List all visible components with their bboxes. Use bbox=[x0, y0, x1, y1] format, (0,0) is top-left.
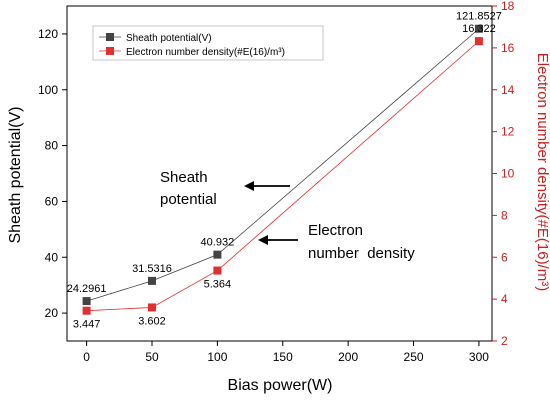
y2-axis-title: Electron number density(#E(16)/m³) bbox=[534, 53, 550, 291]
data-label: 3.447 bbox=[73, 319, 101, 331]
y2-tick-label: 6 bbox=[501, 250, 508, 264]
annotation-sheath-line-1: Sheath bbox=[160, 169, 208, 186]
series-line bbox=[86, 40, 480, 312]
series-point bbox=[213, 266, 222, 275]
x-axis: 0 50 100 150 200 250 300 bbox=[83, 341, 489, 364]
annotation-sheath-line-2: potential bbox=[160, 191, 217, 208]
series-point bbox=[148, 276, 156, 285]
series-layer: 24.2961 31.5316 40.932 121.8527 3.447 3.602 5.… bbox=[67, 11, 502, 331]
annotation-density-text: Electron number density bbox=[308, 222, 415, 262]
y-axis-title: Sheath potential(V) bbox=[7, 107, 24, 244]
series-point bbox=[148, 303, 156, 312]
y-tick-label: 80 bbox=[45, 139, 59, 153]
series-point bbox=[474, 37, 483, 46]
data-label: 121.8527 bbox=[456, 11, 502, 23]
y2-tick-label: 8 bbox=[501, 208, 508, 222]
legend-label-sheath: Sheath potential(V) bbox=[126, 33, 212, 44]
series-point bbox=[474, 24, 483, 33]
y2-tick-label: 12 bbox=[501, 125, 515, 139]
y-tick-label: 60 bbox=[45, 194, 59, 208]
data-label: 31.5316 bbox=[132, 263, 172, 275]
annotation-density-line-2: number density bbox=[308, 245, 415, 262]
x-tick-label: 50 bbox=[145, 350, 159, 364]
x-tick-label: 100 bbox=[207, 350, 227, 364]
data-label: 5.364 bbox=[204, 279, 232, 291]
data-label: 3.602 bbox=[138, 315, 166, 327]
y-tick-label: 120 bbox=[38, 27, 58, 41]
annotation-sheath-arrowhead bbox=[244, 181, 254, 191]
y2-tick-label: 2 bbox=[501, 334, 508, 348]
series-point bbox=[82, 297, 91, 306]
y2-tick-label: 4 bbox=[501, 292, 508, 306]
data-label: 40.932 bbox=[201, 237, 235, 249]
y2-tick-label: 14 bbox=[501, 83, 515, 97]
annotation-density-arrowhead bbox=[258, 235, 268, 245]
x-tick-label: 200 bbox=[338, 350, 358, 364]
y-tick-label: 20 bbox=[45, 306, 59, 320]
y-tick-label: 40 bbox=[45, 250, 59, 264]
series-point bbox=[213, 250, 222, 259]
series-line bbox=[86, 28, 480, 302]
legend: Sheath potential(V) Electron number dens… bbox=[92, 25, 324, 61]
data-label: 24.2961 bbox=[67, 283, 107, 295]
y2-tick-label: 16 bbox=[501, 41, 515, 55]
legend-box bbox=[92, 25, 324, 61]
y2-tick-label: 10 bbox=[501, 167, 515, 181]
x-axis-title: Bias power(W) bbox=[228, 377, 333, 394]
y-tick-label: 100 bbox=[38, 83, 58, 97]
series-point bbox=[82, 306, 91, 315]
annotation-sheath-text: Sheath potential bbox=[160, 169, 217, 208]
y2-tick-label: 18 bbox=[501, 0, 515, 13]
legend-marker-density bbox=[106, 47, 114, 55]
y-axis-left: 20 40 60 80 100 120 bbox=[38, 27, 67, 320]
x-tick-label: 250 bbox=[404, 350, 424, 364]
x-tick-label: 150 bbox=[273, 350, 293, 364]
legend-marker-sheath bbox=[106, 33, 114, 41]
data-label: 16.322 bbox=[462, 23, 496, 35]
y-axis-right: 2 4 6 8 10 12 14 16 18 bbox=[492, 0, 515, 348]
x-tick-label: 0 bbox=[83, 350, 90, 364]
annotations: Sheath potential Electron number density bbox=[160, 169, 415, 262]
annotation-density-line-1: Electron bbox=[308, 222, 363, 239]
legend-label-density: Electron number density(#E(16)/m³) bbox=[126, 47, 285, 58]
x-tick-label: 300 bbox=[469, 350, 489, 364]
